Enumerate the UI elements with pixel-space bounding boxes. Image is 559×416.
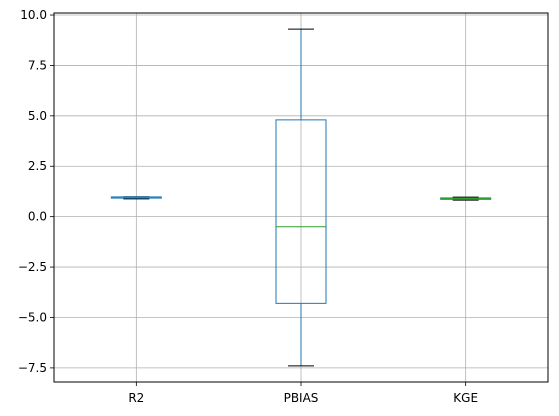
y-tick-label: 7.5: [28, 58, 47, 72]
box-body: [275, 119, 327, 304]
y-tick-label: 10.0: [20, 8, 47, 22]
y-axis-ticks: −7.5 −5.0 −2.5 0.0 2.5 5.0 7.5 10.0: [18, 8, 54, 375]
box-r2: [110, 196, 162, 200]
box-pbias: [275, 28, 327, 367]
x-tick-label: R2: [128, 391, 144, 405]
y-tick-label: 5.0: [28, 109, 47, 123]
y-tick-label: −2.5: [18, 260, 47, 274]
y-tick-label: −7.5: [18, 361, 47, 375]
x-axis-ticks: R2 PBIAS KGE: [128, 382, 478, 405]
x-tick-label: KGE: [453, 391, 478, 405]
y-tick-label: 0.0: [28, 210, 47, 224]
y-tick-label: −5.0: [18, 310, 47, 324]
y-tick-label: 2.5: [28, 159, 47, 173]
box-kge: [440, 196, 492, 201]
box-elements: [110, 28, 492, 367]
x-tick-label: PBIAS: [284, 391, 319, 405]
